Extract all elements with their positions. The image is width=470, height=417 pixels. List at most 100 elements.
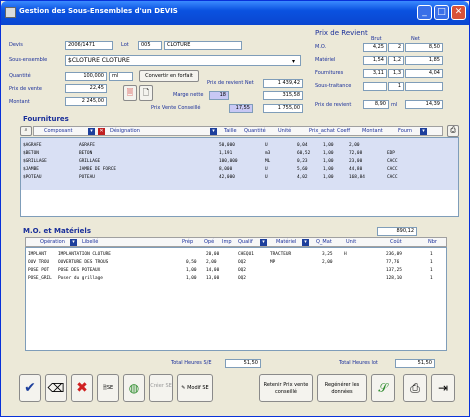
document-icon[interactable]: 🗋 xyxy=(139,85,153,101)
lot-name-field[interactable]: CLOTURE xyxy=(164,41,242,50)
col-materiel[interactable]: Matériel xyxy=(276,239,297,245)
col-quantite[interactable]: Quantité xyxy=(244,128,266,134)
table-row[interactable]: $BETON BETON 1,191 m3 60,52 1,00 72,08 EDP xyxy=(21,151,458,158)
retenir-prix-button[interactable]: Retenir Prix vente conseillé xyxy=(259,374,313,402)
globe-button[interactable]: ◍ xyxy=(123,374,145,402)
chevron-down-icon[interactable]: ▾ xyxy=(292,58,296,65)
script-icon[interactable]: 𝒮 xyxy=(371,374,395,402)
quantite-field[interactable]: 100,000 xyxy=(65,72,107,81)
sort-icon[interactable]: ▾ xyxy=(88,128,95,135)
col-unit[interactable]: Unit xyxy=(346,239,357,245)
pr-row-coef[interactable]: 2 xyxy=(388,43,404,52)
col-qualif[interactable]: Qualif xyxy=(238,239,253,245)
table-row[interactable]: POSE_GRIL Poser du grillage 1,00 13,00 OQ2 12… xyxy=(26,276,446,283)
convert-forfait-button[interactable]: Convertir en forfait xyxy=(139,70,199,82)
fournitures-search-icon[interactable]: ⌕ xyxy=(20,126,32,136)
prix-revient-net-field: 1 439,42 xyxy=(263,79,303,88)
unit-field[interactable]: ml xyxy=(109,72,133,81)
pr-row-coef[interactable]: 1,3 xyxy=(388,69,404,78)
col-prep[interactable]: Prép xyxy=(182,239,194,245)
pr-row-brut[interactable] xyxy=(363,82,387,91)
clear-filter-icon[interactable]: ✕ xyxy=(98,128,105,135)
col-taille[interactable]: Taille xyxy=(224,128,237,134)
mo-total-field: 890,12 xyxy=(377,227,417,236)
cell-qualif: OQ2 xyxy=(238,276,246,281)
col-qmat[interactable]: Q_Mat xyxy=(316,239,332,245)
prix-revient-total-net: 14,39 xyxy=(405,100,443,109)
prix-vente-field[interactable]: 22,45 xyxy=(65,84,107,93)
se-button[interactable]: 🗎SE xyxy=(97,374,119,402)
marge-nette-pct-field[interactable]: 18 xyxy=(209,91,229,100)
fournitures-header: Composant ▾ ✕ Désignation ▾ Taille Quant… xyxy=(33,126,443,136)
close-button[interactable]: ✕ xyxy=(451,5,466,20)
devis-label: Devis xyxy=(9,42,23,48)
col-composant[interactable]: Composant xyxy=(44,128,73,134)
sort-icon[interactable]: ▾ xyxy=(260,239,267,246)
col-cout[interactable]: Coût xyxy=(390,239,402,245)
lot-code-field[interactable]: 005 xyxy=(138,41,162,50)
prix-vente-conseille-pct-field[interactable]: 17,55 xyxy=(229,104,253,113)
sous-ensemble-select[interactable]: $CLOTURE CLOTURE xyxy=(65,55,301,66)
cell-quantite: 1,191 xyxy=(219,151,233,156)
modif-se-button[interactable]: ✎ Modif SE xyxy=(177,374,213,402)
calculator-icon[interactable]: 🗏 xyxy=(123,85,137,101)
cell-cout: 128,10 xyxy=(386,276,402,281)
validate-button[interactable]: ✔ xyxy=(19,374,41,402)
cell-ope: 14,00 xyxy=(206,268,220,273)
regenerer-button[interactable]: Regénérer les données xyxy=(317,374,367,402)
table-row[interactable]: POSE POT POSE DES POTEAUX 1,00 14,00 OQ2 137,… xyxy=(26,268,446,275)
cell-designation: JAMBE DE FORCE xyxy=(79,167,117,172)
cell-code: $POTEAU xyxy=(23,175,42,180)
prix-revient-total-brut: 8,90 xyxy=(363,100,389,109)
pr-row-coef[interactable]: 1 xyxy=(388,82,404,91)
col-nbr[interactable]: Nbr xyxy=(428,239,437,245)
table-row[interactable]: $JAMBE JAMBE DE FORCE 8,000 U 5,60 1,00 44,80 C… xyxy=(21,167,458,174)
sort-icon[interactable]: ▾ xyxy=(70,239,77,246)
col-fourn[interactable]: Fourn xyxy=(398,128,413,134)
table-row[interactable]: OUV TROU OUVERTURE DES TROUS 0,50 2,00 OQ2 MP… xyxy=(26,260,446,267)
sort-icon[interactable]: ▾ xyxy=(420,128,427,135)
cell-ope: 20,00 xyxy=(206,252,220,257)
cell-code: $BETON xyxy=(23,151,39,156)
app-icon xyxy=(5,7,16,18)
cell-libelle: POSE DES POTEAUX xyxy=(58,268,101,273)
printer-button[interactable]: ⎙ xyxy=(403,374,427,402)
table-row[interactable]: $GRILLAGE GRILLAGE 100,000 ML 0,23 1,00 23,00 C… xyxy=(21,159,458,166)
pr-row-brut[interactable]: 4,25 xyxy=(363,43,387,52)
col-libelle[interactable]: Libellé xyxy=(82,239,99,245)
col-unite[interactable]: Unité xyxy=(278,128,292,134)
col-designation[interactable]: Désignation xyxy=(110,128,140,134)
col-montant[interactable]: Montant xyxy=(362,128,383,134)
pr-row-brut[interactable]: 1,54 xyxy=(363,56,387,65)
sort-icon[interactable]: ▾ xyxy=(302,239,309,246)
col-prix-achat[interactable]: Prix_achat xyxy=(309,128,335,134)
pencil-icon: ✎ xyxy=(181,385,188,391)
devis-field[interactable]: 2006/1471 xyxy=(65,41,113,50)
fournitures-grid[interactable]: $AGRAFE AGRAFE 50,000 U 0,04 1,00 2,00 $BETON BE… xyxy=(20,137,459,217)
table-row[interactable]: IMPLANT IMPLANTATION CLOTURE 20,00 CHEQU1 TR… xyxy=(26,252,446,259)
table-row[interactable]: $POTEAU POTEAU 42,000 U 4,02 1,00 168,84 CACC xyxy=(21,175,458,182)
cell-unite: U xyxy=(265,143,268,148)
minimize-button[interactable]: _ xyxy=(417,5,432,20)
col-ope[interactable]: Opé xyxy=(204,239,215,245)
cell-coef: 1,00 xyxy=(323,151,334,156)
col-imp[interactable]: Imp xyxy=(222,239,232,245)
pr-row-brut[interactable]: 3,11 xyxy=(363,69,387,78)
maximize-button[interactable]: □ xyxy=(434,5,449,20)
col-coeff[interactable]: Coeff xyxy=(337,128,351,134)
creer-se-button[interactable]: Créer SE xyxy=(149,374,173,402)
heures-lot-field: 51,50 xyxy=(395,359,435,368)
cell-quantite: 50,000 xyxy=(219,143,235,148)
print-icon[interactable]: ⎙ xyxy=(447,125,459,137)
delete-button[interactable]: ✖ xyxy=(71,374,93,402)
table-row[interactable]: $AGRAFE AGRAFE 50,000 U 0,04 1,00 2,00 xyxy=(21,143,458,150)
mo-grid[interactable]: IMPLANT IMPLANTATION CLOTURE 20,00 CHEQU1 TR… xyxy=(25,247,447,351)
cell-quantite: 100,000 xyxy=(219,159,238,164)
montant-field[interactable]: 2 245,00 xyxy=(65,97,107,106)
exit-button[interactable]: ⇥ xyxy=(431,374,455,402)
col-operation[interactable]: Opération xyxy=(40,239,65,245)
sort-icon[interactable]: ▾ xyxy=(210,128,217,135)
pr-row-coef[interactable]: 1,2 xyxy=(388,56,404,65)
eraser-button[interactable]: ⌫ xyxy=(45,374,67,402)
